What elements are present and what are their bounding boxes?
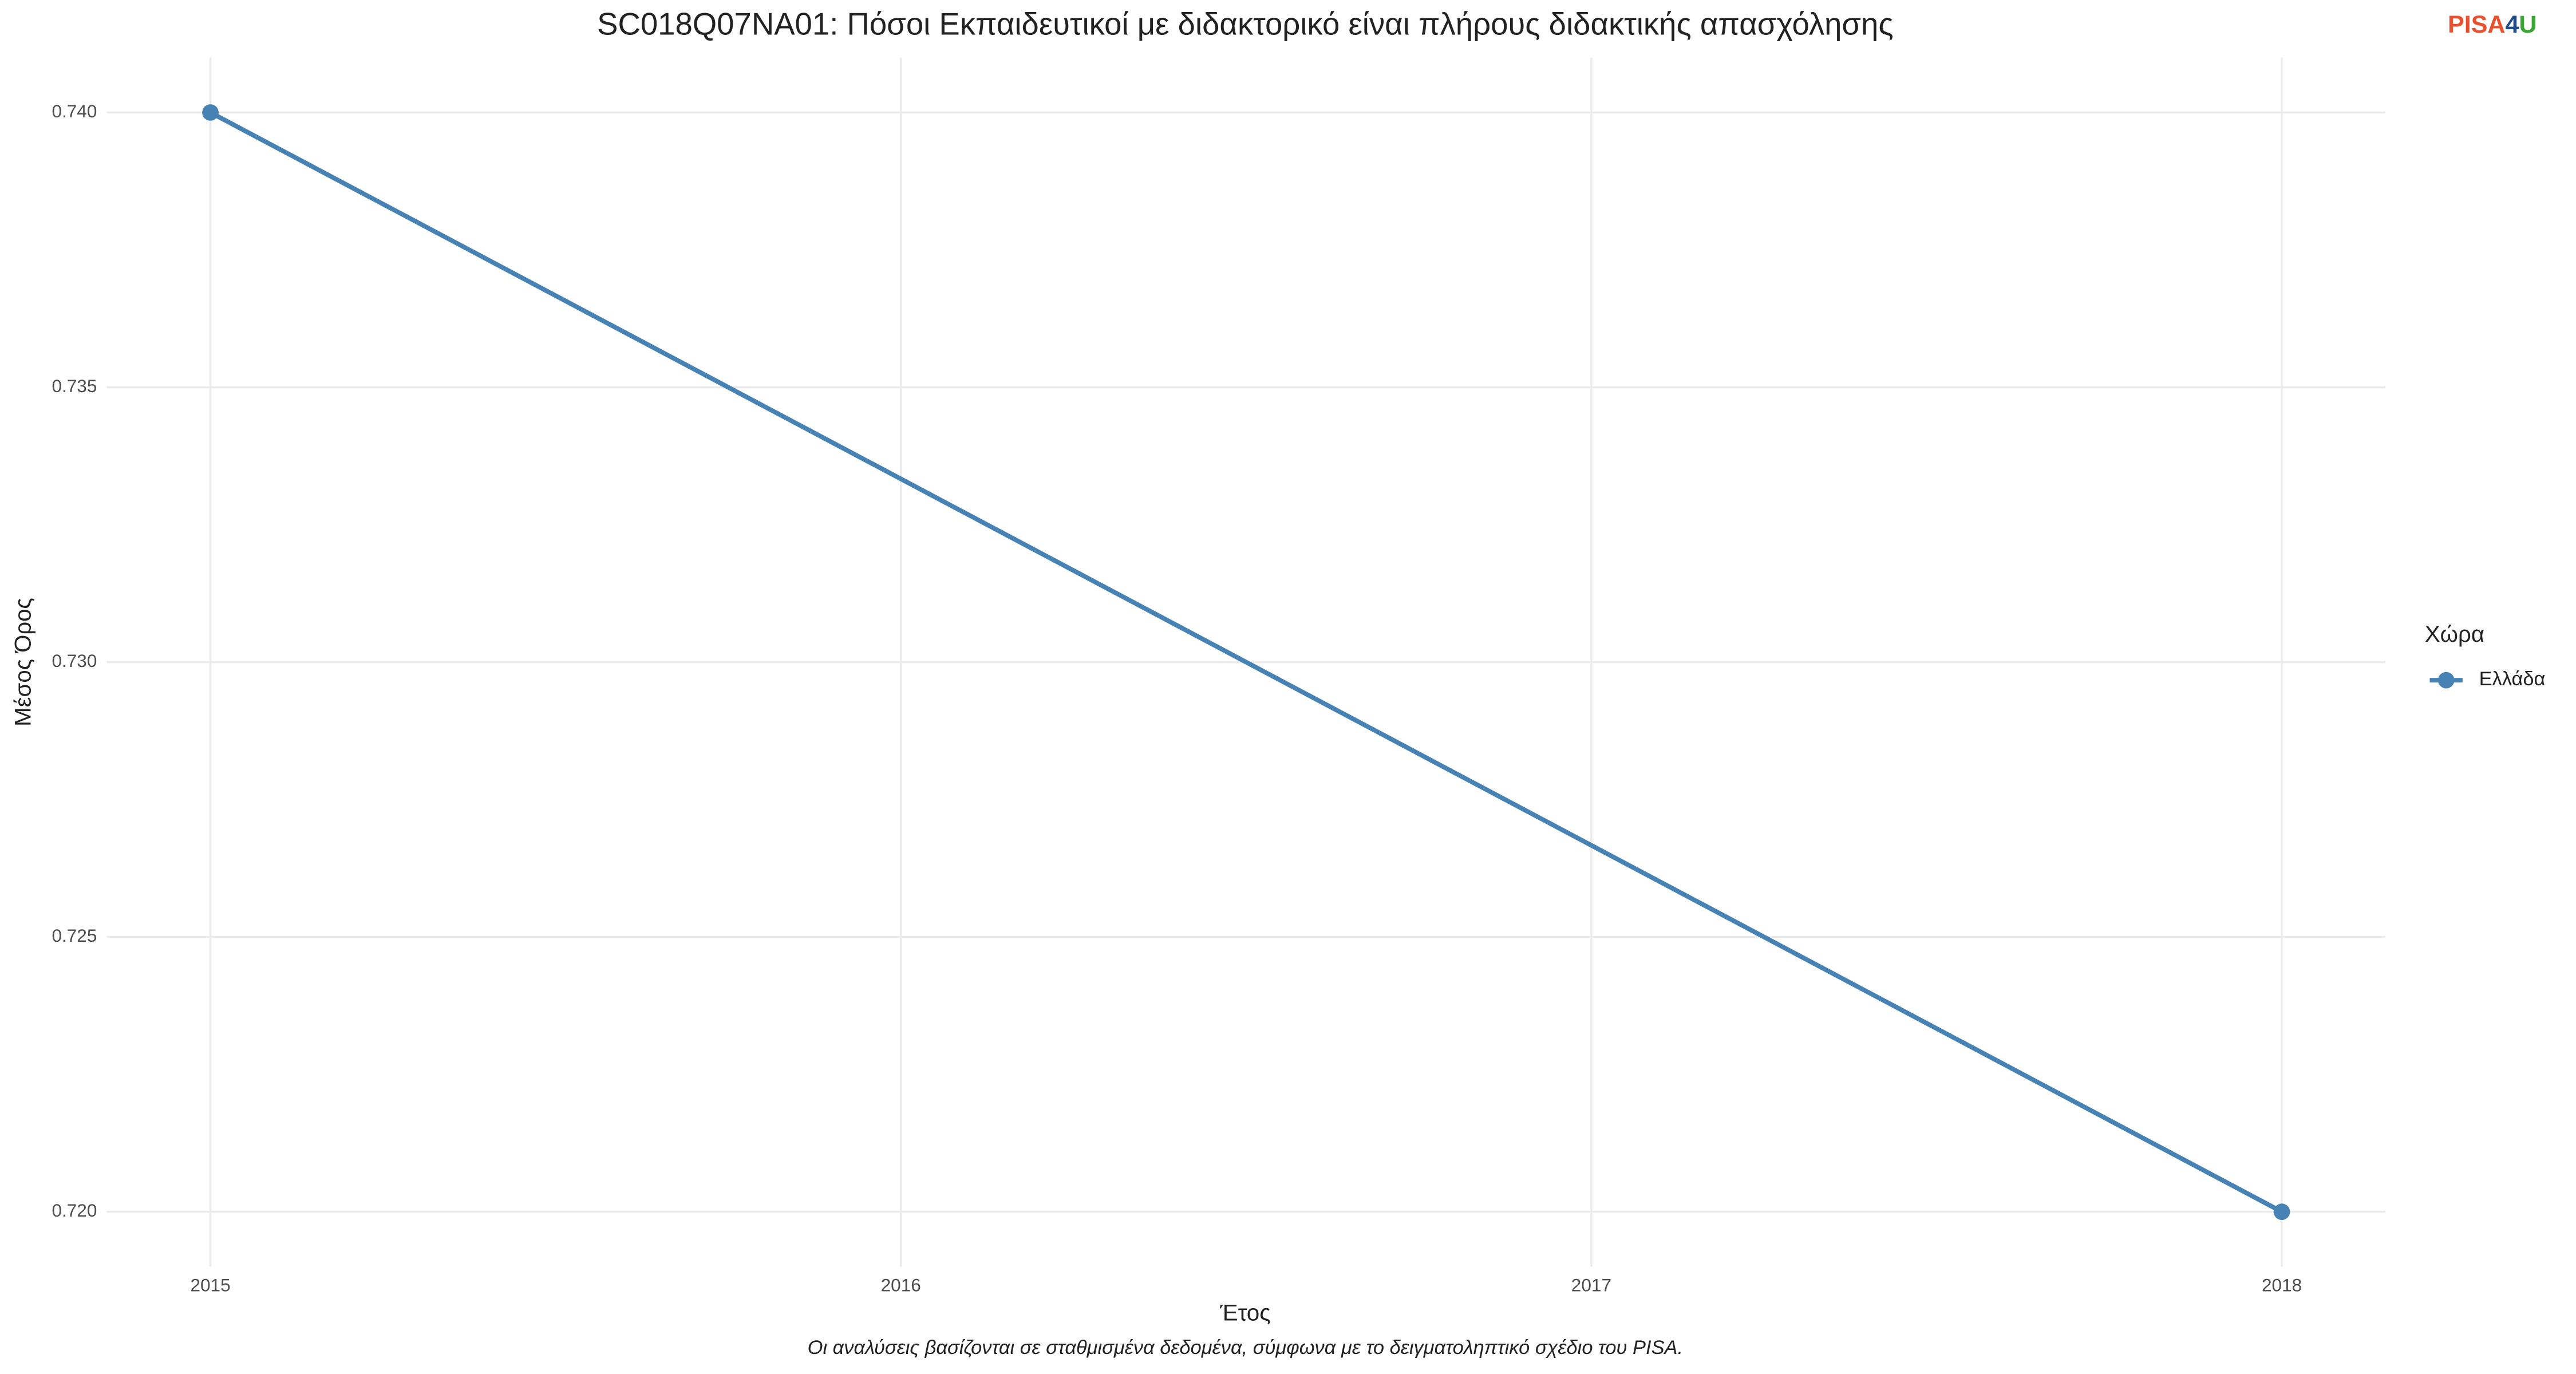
caption: Οι αναλύσεις βασίζονται σε σταθμισμένα δ…: [808, 1337, 1683, 1359]
x-tick-label: 2018: [2262, 1274, 2302, 1295]
logo: PISA4U: [2448, 11, 2537, 38]
legend-key: [2437, 672, 2455, 689]
data-point: [2273, 1203, 2290, 1220]
logo-text: 4: [2506, 11, 2519, 38]
x-tick-label: 2015: [190, 1274, 230, 1295]
legend-title: Χώρα: [2425, 621, 2484, 647]
logo-text: PISA: [2448, 11, 2505, 38]
data-point: [202, 104, 219, 121]
y-tick-label: 0.725: [52, 925, 97, 946]
legend-label: Ελλάδα: [2479, 668, 2546, 690]
chart-title: SC018Q07NA01: Πόσοι Εκπαιδευτικοί με διδ…: [597, 6, 1894, 41]
y-tick-label: 0.720: [52, 1200, 97, 1221]
x-tick-label: 2017: [1571, 1274, 1611, 1295]
x-tick-label: 2016: [881, 1274, 921, 1295]
y-tick-label: 0.730: [52, 650, 97, 671]
logo-text: U: [2519, 11, 2537, 38]
x-axis-title: Έτος: [1219, 1300, 1270, 1325]
y-tick-label: 0.740: [52, 101, 97, 121]
series-line: [209, 110, 2283, 1214]
y-tick-label: 0.735: [52, 376, 97, 396]
y-axis-title: Μέσος Όρος: [10, 598, 36, 727]
